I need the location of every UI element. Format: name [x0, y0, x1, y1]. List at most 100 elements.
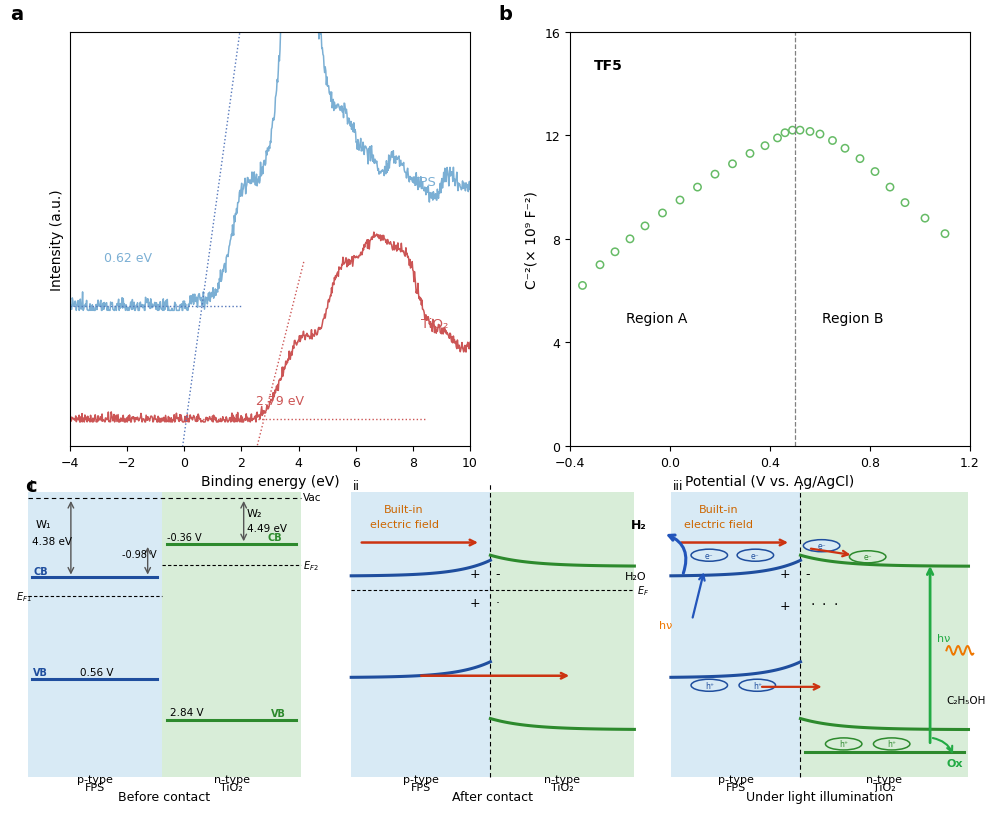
Text: 0.56 V: 0.56 V [80, 667, 114, 677]
Text: p-type: p-type [403, 774, 439, 784]
Text: CB: CB [268, 532, 282, 543]
Text: Built-in: Built-in [699, 505, 739, 515]
Text: +: + [779, 568, 790, 581]
Text: e⁻: e⁻ [751, 551, 760, 560]
Point [742, 147, 758, 161]
Text: C₂H₅OH: C₂H₅OH [946, 695, 986, 705]
Text: FPS: FPS [85, 782, 105, 792]
Text: TF5: TF5 [594, 59, 623, 73]
Point [784, 124, 800, 138]
Point [622, 233, 638, 247]
Text: 2.79 eV: 2.79 eV [256, 395, 304, 408]
Text: h⁺: h⁺ [839, 740, 848, 749]
Point [607, 246, 623, 259]
Bar [800, 492, 968, 777]
Bar [162, 492, 301, 777]
Text: hν: hν [937, 633, 950, 643]
Text: ·: · [833, 597, 837, 611]
Text: +: + [469, 568, 480, 581]
Text: 4.49 eV: 4.49 eV [247, 524, 287, 534]
Circle shape [803, 540, 840, 552]
Text: Region B: Region B [822, 311, 884, 325]
Text: electric field: electric field [684, 519, 753, 529]
Circle shape [691, 680, 728, 691]
Text: W₁: W₁ [35, 519, 51, 529]
Point [852, 153, 868, 166]
Text: $E_{F1}$: $E_{F1}$ [16, 590, 32, 604]
Bar [490, 492, 634, 777]
Point [770, 132, 786, 145]
Text: $E_{F2}$: $E_{F2}$ [303, 559, 319, 572]
Circle shape [739, 680, 776, 691]
Text: +: + [779, 600, 790, 613]
Text: After contact: After contact [452, 790, 533, 803]
Text: ·: · [810, 597, 814, 611]
Text: b: b [498, 6, 512, 25]
Text: h⁺: h⁺ [887, 740, 896, 749]
Y-axis label: Intensity (a.u.): Intensity (a.u.) [50, 189, 64, 290]
Text: FPS: FPS [413, 175, 437, 188]
Bar [28, 492, 162, 777]
Text: i: i [30, 479, 33, 492]
X-axis label: Potential (V vs. Ag/AgCl): Potential (V vs. Ag/AgCl) [685, 474, 855, 489]
Text: c: c [25, 477, 36, 495]
Text: 0.62 eV: 0.62 eV [104, 251, 152, 265]
Text: Under light illumination: Under light illumination [746, 790, 893, 803]
Point [654, 207, 670, 220]
Point [707, 169, 723, 182]
Point [824, 135, 840, 148]
Point [757, 140, 773, 153]
Text: n-type: n-type [866, 774, 902, 784]
Point [897, 197, 913, 210]
Text: iii: iii [673, 479, 683, 492]
Text: TiO₂: TiO₂ [873, 782, 896, 792]
Text: ·: · [495, 596, 499, 609]
Text: ·: · [822, 597, 826, 611]
Text: FPS: FPS [726, 782, 746, 792]
Text: $E_F$: $E_F$ [637, 584, 649, 597]
Text: h⁺: h⁺ [753, 681, 762, 690]
Point [837, 143, 853, 156]
Text: hν: hν [659, 621, 673, 631]
Text: 2.84 V: 2.84 V [170, 708, 203, 717]
Text: 4.38 eV: 4.38 eV [32, 536, 72, 546]
Text: FPS: FPS [411, 782, 431, 792]
Text: -: - [495, 568, 500, 581]
Y-axis label: C⁻²(× 10⁹ F⁻²): C⁻²(× 10⁹ F⁻²) [525, 191, 539, 288]
Point [867, 165, 883, 179]
Text: e⁻: e⁻ [705, 551, 714, 560]
Circle shape [873, 738, 910, 750]
Text: Before contact: Before contact [118, 790, 211, 803]
Text: e⁻: e⁻ [863, 553, 872, 562]
Text: W₂: W₂ [247, 508, 262, 518]
Circle shape [849, 551, 886, 563]
Text: p-type: p-type [77, 774, 113, 784]
Text: TiO₂: TiO₂ [220, 782, 243, 792]
Text: H₂: H₂ [631, 518, 646, 532]
Circle shape [691, 550, 728, 562]
Text: p-type: p-type [718, 774, 754, 784]
Point [574, 279, 590, 292]
Point [792, 124, 808, 138]
X-axis label: Binding energy (eV): Binding energy (eV) [201, 474, 339, 489]
Point [882, 181, 898, 194]
Text: ii: ii [353, 479, 360, 492]
Circle shape [825, 738, 862, 750]
Circle shape [737, 550, 774, 562]
Bar [351, 492, 490, 777]
Text: Ox: Ox [946, 758, 963, 768]
Text: n-type: n-type [214, 774, 250, 784]
Text: +: + [469, 596, 480, 609]
Text: -: - [805, 568, 810, 581]
Point [777, 127, 793, 140]
Point [917, 212, 933, 225]
Text: Built-in: Built-in [384, 505, 424, 515]
Point [802, 126, 818, 139]
Text: e⁻: e⁻ [817, 541, 826, 550]
Text: CB: CB [33, 566, 48, 576]
Text: h⁺: h⁺ [705, 681, 714, 690]
Text: VB: VB [33, 667, 48, 677]
Point [937, 228, 953, 241]
Text: electric field: electric field [370, 519, 438, 529]
Text: H₂O: H₂O [625, 572, 646, 581]
